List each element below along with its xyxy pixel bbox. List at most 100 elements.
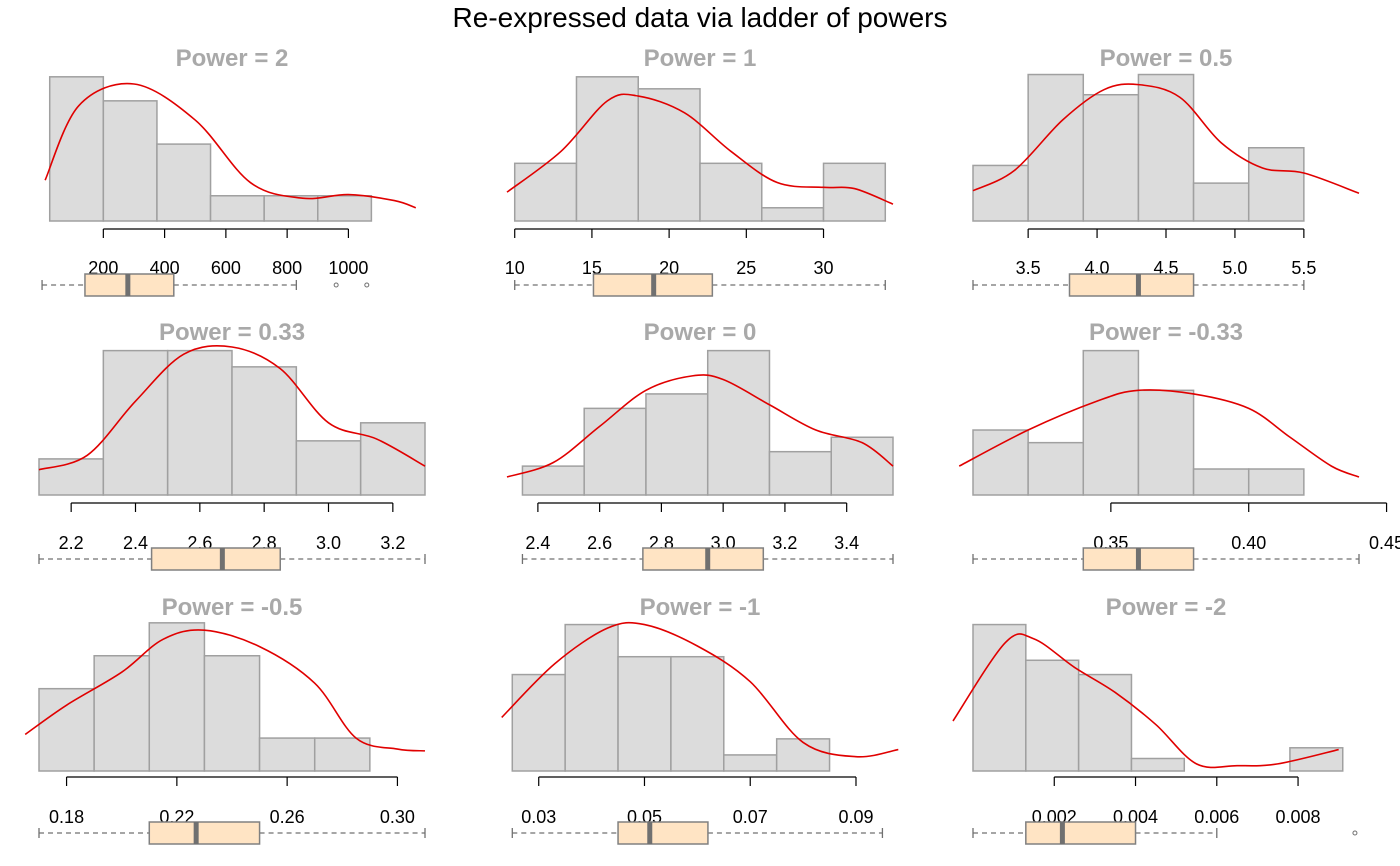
histogram-bar	[258, 737, 316, 772]
histogram-bar	[972, 623, 1027, 772]
histogram-bar	[670, 655, 725, 772]
histogram-bar	[830, 436, 894, 496]
x-tick-label: 0.40	[1231, 533, 1266, 553]
histogram-bar	[768, 450, 832, 496]
histogram-bar	[775, 738, 831, 772]
x-tick-label: 3.2	[772, 533, 797, 553]
x-tick-label: 200	[88, 258, 118, 278]
panel-title: Power = -0.5	[162, 594, 303, 621]
histogram-bar	[295, 440, 362, 496]
panel-8: Power = -10.03 0.05 0.07 0.09	[501, 594, 899, 845]
x-tick-label: 0.03	[521, 807, 556, 827]
histogram-bar	[166, 349, 233, 496]
histogram-bar	[575, 76, 639, 222]
histogram-bar	[263, 195, 319, 222]
outlier-point	[1352, 830, 1358, 836]
histogram-bar	[1247, 468, 1305, 496]
histogram-bar	[723, 754, 778, 772]
histogram-bar	[645, 393, 709, 496]
x-tick-label: 30	[814, 258, 834, 278]
x-tick-label: 15	[582, 258, 602, 278]
x-tick-label: 0.008	[1276, 807, 1321, 827]
histogram-bar	[1082, 349, 1140, 496]
histogram-bar	[1082, 93, 1140, 222]
outlier-point	[364, 282, 370, 288]
x-tick-label: 1000	[328, 258, 368, 278]
histogram-bar	[637, 88, 701, 222]
histogram-bar	[972, 164, 1029, 222]
outlier-point	[333, 282, 339, 288]
x-tick-label: 400	[150, 258, 180, 278]
histogram-bar	[1192, 182, 1250, 222]
x-tick-label: 5.0	[1222, 258, 1247, 278]
histogram-bar	[1137, 73, 1195, 222]
histogram-bar	[1289, 747, 1344, 772]
histogram-bar	[706, 349, 771, 496]
x-tick-label: 4.5	[1153, 258, 1178, 278]
histogram-bar	[564, 623, 619, 772]
panel-9: Power = -20.002 0.004 0.006 0.008	[952, 594, 1358, 845]
panel-5: Power = 02.4 2.6 2.8 3.0 3.2 3.4	[506, 319, 894, 571]
histogram-bar	[822, 162, 887, 222]
box-iqr	[617, 821, 709, 845]
histogram-bar	[511, 673, 566, 772]
x-tick-label: 0.09	[838, 807, 873, 827]
box-iqr	[642, 547, 765, 571]
panel-title: Power = 0.33	[159, 319, 305, 346]
x-tick-label: 0.45	[1369, 533, 1400, 553]
histogram-bar	[359, 422, 426, 496]
histogram-bar	[317, 195, 373, 222]
histogram-bar	[102, 349, 169, 496]
panel-4: Power = 0.332.2 2.4 2.6 2.8 3.0 3.2	[38, 319, 426, 571]
panel-1: Power = 2 200 400 600 800 1000	[41, 45, 417, 297]
panel-title: Power = 0	[644, 319, 757, 346]
box-iqr	[148, 821, 261, 845]
histogram-bar	[513, 162, 578, 222]
histogram-bar	[231, 366, 298, 496]
density-curve	[958, 389, 1360, 478]
panel-6: Power = -0.330.35 0.40 0.45	[958, 319, 1400, 571]
histogram-bar	[1247, 147, 1305, 222]
histogram-bar	[1027, 441, 1085, 496]
histogram-bar	[1192, 468, 1250, 496]
panel-7: Power = -0.50.18 0.22 0.26 0.30	[24, 594, 426, 845]
histogram-bar	[1130, 757, 1186, 772]
panel-title: Power = 1	[644, 45, 757, 72]
x-tick-label: 600	[211, 258, 241, 278]
x-tick-label: 4.0	[1085, 258, 1110, 278]
x-tick-label: 0.30	[380, 807, 415, 827]
x-tick-label: 2.6	[587, 533, 612, 553]
histogram-bar	[38, 458, 105, 496]
histogram-bar	[102, 100, 158, 222]
box-iqr	[1068, 273, 1195, 297]
panel-2: Power = 1 10 15 20 25 30	[505, 45, 894, 297]
panel-title: Power = 2	[176, 45, 289, 72]
x-tick-label: 2.2	[59, 533, 84, 553]
figure-title: Re-expressed data via ladder of powers	[452, 2, 948, 33]
histogram-bar	[1077, 673, 1133, 772]
x-tick-label: 800	[272, 258, 302, 278]
x-tick-label: 5.5	[1291, 258, 1316, 278]
density-curve	[501, 621, 899, 758]
histogram-bar	[617, 655, 672, 772]
x-tick-label: 0.07	[733, 807, 768, 827]
density-curve	[44, 82, 417, 209]
x-tick-label: 10	[505, 258, 525, 278]
x-tick-label: 2.4	[525, 533, 550, 553]
histogram-bar	[209, 195, 265, 222]
x-tick-label: 2.4	[123, 533, 148, 553]
histogram-bar	[48, 76, 105, 222]
box-iqr	[150, 547, 281, 571]
x-tick-label: 3.0	[316, 533, 341, 553]
x-tick-label: 3.4	[834, 533, 859, 553]
histogram-bar	[583, 407, 647, 496]
density-curve	[38, 345, 426, 471]
histogram-bar	[699, 162, 763, 222]
panel-title: Power = -1	[640, 594, 761, 621]
histogram-bar	[156, 143, 212, 222]
density-curve	[506, 374, 894, 478]
density-curve	[24, 629, 426, 752]
panel-3: Power = 0.5 3.5 4.0 4.5 5.0 5.5	[972, 45, 1360, 297]
panel-title: Power = -0.33	[1089, 319, 1243, 346]
